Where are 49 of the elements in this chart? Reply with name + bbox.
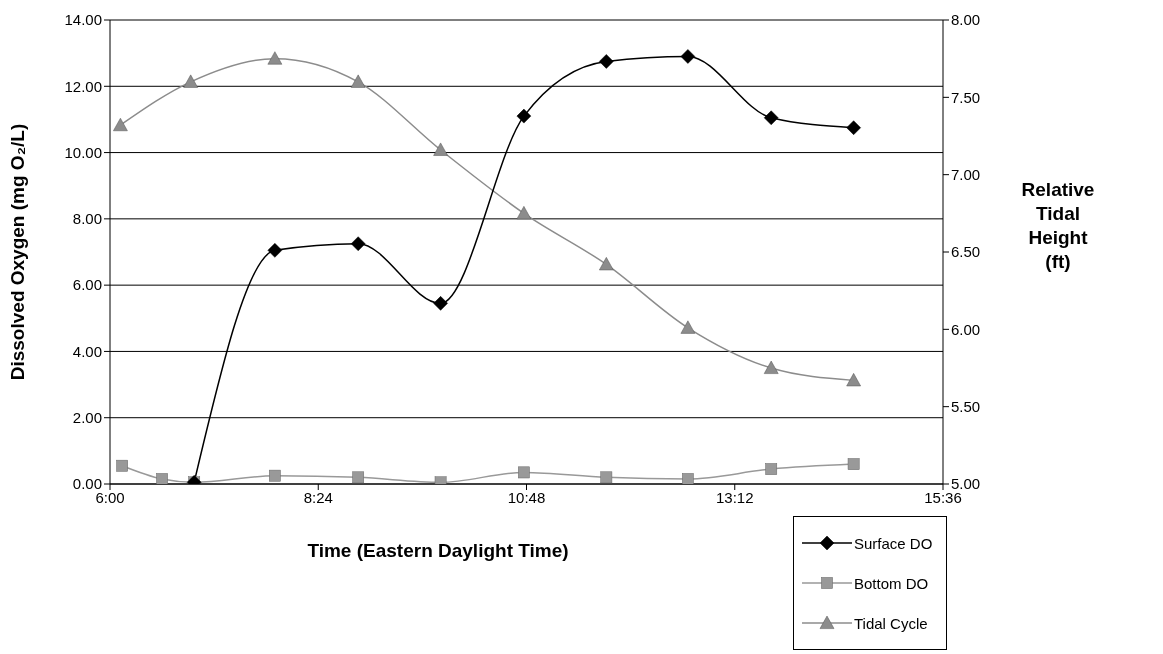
point bbox=[680, 320, 696, 334]
point bbox=[846, 373, 861, 387]
point bbox=[680, 49, 696, 64]
point bbox=[116, 459, 128, 472]
y2-tick-label: 6.50 bbox=[951, 243, 981, 261]
y2-tick-label: 8.00 bbox=[951, 11, 981, 29]
y-tick-label: 6.00 bbox=[72, 276, 102, 294]
y-tick-label: 2.00 bbox=[72, 409, 102, 427]
y2-tick-label: 5.50 bbox=[951, 397, 981, 415]
y-tick-label: 10.00 bbox=[64, 143, 102, 161]
point bbox=[516, 108, 532, 124]
point bbox=[518, 466, 530, 479]
point bbox=[763, 110, 779, 126]
y-tick-label: 14.00 bbox=[64, 11, 102, 29]
legend-label: Surface DO bbox=[854, 534, 933, 552]
point bbox=[113, 117, 128, 132]
point bbox=[350, 236, 366, 251]
y-tick-label: 4.00 bbox=[72, 342, 102, 360]
y-axis-title: Dissolved Oxygen (mg O₂/L) bbox=[6, 123, 28, 381]
point bbox=[350, 74, 366, 88]
point bbox=[267, 51, 283, 65]
x-tick-label: 8:24 bbox=[303, 488, 333, 506]
point bbox=[847, 458, 860, 470]
point bbox=[352, 471, 365, 484]
y2-tick-label: 7.00 bbox=[951, 165, 981, 183]
y-tick-label: 8.00 bbox=[72, 210, 102, 228]
y2-axis-title: Relative Tidal Height (ft) bbox=[1020, 178, 1096, 274]
point bbox=[599, 257, 614, 271]
point bbox=[682, 473, 694, 484]
point bbox=[183, 74, 198, 88]
point bbox=[765, 463, 778, 475]
point bbox=[599, 54, 614, 69]
point bbox=[763, 360, 779, 374]
x-axis-title: Time (Eastern Daylight Time) bbox=[306, 540, 570, 562]
legend-label: Tidal Cycle bbox=[854, 614, 928, 632]
x-tick-label: 10:48 bbox=[507, 488, 546, 506]
point bbox=[846, 120, 861, 135]
point bbox=[516, 206, 532, 220]
point bbox=[156, 473, 168, 484]
point bbox=[267, 243, 283, 258]
y2-tick-label: 6.00 bbox=[951, 320, 981, 338]
y2-tick-label: 7.50 bbox=[951, 88, 981, 106]
x-tick-label: 13:12 bbox=[715, 488, 754, 506]
y-tick-label: 12.00 bbox=[64, 77, 102, 95]
point bbox=[433, 142, 448, 156]
point bbox=[433, 296, 448, 311]
point bbox=[600, 471, 613, 484]
legend-label: Bottom DO bbox=[854, 574, 929, 592]
point bbox=[269, 469, 281, 482]
